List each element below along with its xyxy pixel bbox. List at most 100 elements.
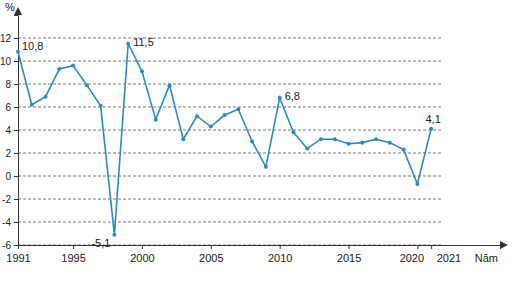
y-tick: 10 (0, 56, 18, 67)
marker (250, 140, 254, 144)
x-tick-mark (18, 245, 19, 249)
y-tick: 2 (5, 148, 18, 159)
marker (140, 69, 144, 73)
marker (402, 148, 406, 152)
y-axis: -6 -4 -2 0 2 4 6 8 10 12 (0, 16, 19, 251)
marker (223, 113, 227, 117)
x-tick: 1995 (61, 245, 85, 264)
data-label: 6,8 (285, 90, 300, 102)
grid-line (18, 130, 441, 131)
grid-line (18, 222, 441, 223)
x-tick-label: 2015 (337, 252, 361, 264)
y-tick-mark (14, 38, 18, 39)
y-tick-label: -6 (2, 240, 11, 251)
x-tick-label: 2005 (199, 252, 223, 264)
x-tick-label: 1995 (61, 252, 85, 264)
x-tick-label: 2000 (130, 252, 154, 264)
y-tick: 6 (5, 102, 18, 113)
y-tick: 0 (5, 171, 18, 182)
y-tick-mark (14, 222, 18, 223)
x-tick-mark (431, 245, 432, 249)
y-tick-label: 0 (5, 171, 11, 182)
data-labels: 10,8 -5,1 11,5 6,8 4,1 (22, 36, 441, 249)
marker (167, 83, 171, 87)
x-tick-mark (73, 245, 74, 249)
marker (71, 64, 75, 68)
x-axis-title: Năm (475, 252, 498, 264)
marker (181, 137, 185, 141)
x-tick-mark (349, 245, 350, 249)
marker (374, 137, 378, 141)
marker (236, 107, 240, 111)
data-label: 11,5 (133, 36, 154, 48)
grid-line (18, 38, 441, 39)
data-label: 10,8 (22, 40, 43, 52)
x-tick-label: 2021 (437, 252, 461, 264)
x-tick-label: 2010 (268, 252, 292, 264)
marker (388, 141, 392, 145)
y-tick-mark (14, 245, 18, 246)
y-tick-mark (14, 107, 18, 108)
marker (319, 137, 323, 141)
y-tick-mark (14, 176, 18, 177)
marker (264, 165, 268, 169)
grid-line (18, 107, 441, 108)
y-tick-label: 8 (5, 79, 11, 90)
grid-line (18, 153, 441, 154)
x-tick-mark (211, 245, 212, 249)
grid-line (18, 199, 441, 200)
x-tick-label: 2020 (400, 252, 424, 264)
marker (126, 42, 130, 46)
x-axis-arrow (500, 241, 508, 249)
x-tick-label: 1991 (6, 252, 30, 264)
marker (429, 127, 433, 131)
x-tick: 2015 (337, 245, 361, 264)
x-axis: 1991 1995 2000 2005 2010 2015 2020 2021 (6, 245, 500, 264)
marker (154, 118, 158, 122)
y-tick-label: 10 (0, 56, 11, 67)
x-tick-mark (417, 245, 418, 249)
y-tick: -6 (2, 240, 18, 251)
x-tick: 2005 (199, 245, 223, 264)
marker (195, 114, 199, 118)
x-tick: 2021 (432, 245, 461, 264)
marker (112, 233, 116, 237)
y-tick-label: 6 (5, 102, 11, 113)
marker (44, 95, 48, 99)
marker (30, 103, 34, 107)
marker (16, 50, 20, 54)
y-tick-mark (14, 84, 18, 85)
x-tick: 2020 (400, 245, 424, 264)
marker (347, 142, 351, 146)
grid (18, 38, 441, 245)
x-tick-mark (280, 245, 281, 249)
y-tick-label: 2 (5, 148, 11, 159)
y-tick-mark (14, 199, 18, 200)
marker (85, 83, 89, 87)
data-label: 4,1 (425, 113, 440, 125)
data-label: -5,1 (91, 237, 110, 249)
y-tick: 12 (0, 33, 18, 44)
marker (291, 130, 295, 134)
y-tick-label: -2 (2, 194, 11, 205)
line (18, 44, 431, 235)
y-tick-label: -4 (2, 217, 11, 228)
marker (305, 146, 309, 150)
y-axis-title: % (5, 1, 15, 13)
marker (57, 67, 61, 71)
chart: -6 -4 -2 0 2 4 6 8 10 12 1991 1995 2000 2005 2010 2015 2… (0, 0, 512, 281)
plot-area (16, 42, 433, 237)
marker (99, 104, 103, 108)
marker (209, 125, 213, 129)
marker (415, 182, 419, 186)
y-tick: -2 (2, 194, 18, 205)
marker (278, 96, 282, 100)
y-tick: -4 (2, 217, 18, 228)
grid-line (18, 61, 441, 62)
y-tick: 8 (5, 79, 18, 90)
y-tick-label: 4 (5, 125, 11, 136)
y-tick-label: 12 (0, 33, 11, 44)
y-tick-mark (14, 61, 18, 62)
x-tick: 2000 (130, 245, 154, 264)
x-tick: 2010 (268, 245, 292, 264)
